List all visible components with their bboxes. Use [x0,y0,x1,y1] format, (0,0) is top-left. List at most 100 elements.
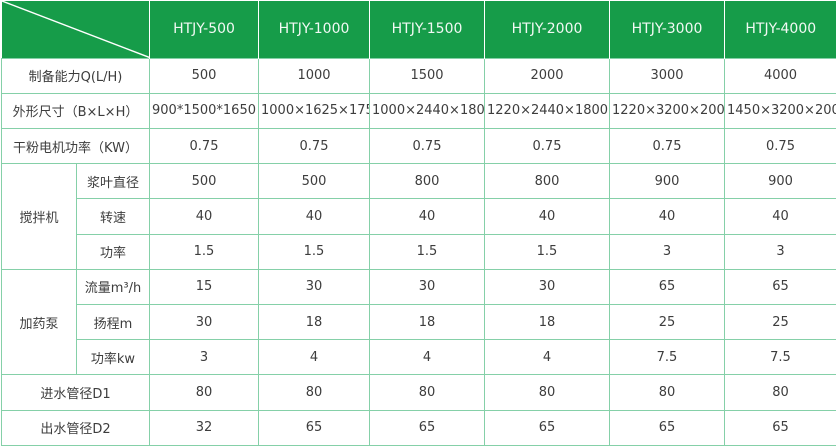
spec-value-cell: 1.5 [149,233,259,270]
spec-table-body: 制备能力Q(L/H) 500 1000 1500 2000 3000 4000 … [1,57,836,447]
spec-value-cell: 3 [724,233,836,270]
spec-value-cell: 1.5 [369,233,485,270]
spec-subrow-label: 流量m³/h [76,268,150,306]
group-label-dosing-pump: 加药泵 [1,268,77,376]
spec-value-cell: 3000 [609,57,725,94]
spec-value-cell: 15 [149,268,259,306]
spec-value-cell: 80 [149,374,259,411]
model-column-header: HTJY-1000 [258,1,370,58]
spec-value-cell: 500 [258,163,370,200]
spec-subrow-label: 功率 [76,233,150,270]
spec-value-cell: 1220×3200×2000 [609,92,725,129]
spec-value-cell: 2000 [484,57,610,94]
spec-value-cell: 7.5 [609,339,725,376]
spec-value-cell: 18 [484,304,610,341]
spec-value-cell: 1.5 [484,233,610,270]
table-row-capacity: 制备能力Q(L/H) 500 1000 1500 2000 3000 4000 [1,57,836,94]
spec-value-cell: 1500 [369,57,485,94]
spec-value-cell: 0.75 [724,127,836,165]
header-row: HTJY-500 HTJY-1000 HTJY-1500 HTJY-2000 H… [1,1,836,58]
spec-subrow-label: 浆叶直径 [76,163,150,200]
model-column-header: HTJY-1500 [369,1,485,58]
spec-value-cell: 65 [609,409,725,447]
spec-value-cell: 4 [484,339,610,376]
spec-value-cell: 18 [258,304,370,341]
spec-row-label: 外形尺寸（B×L×H） [1,92,150,129]
spec-value-cell: 65 [484,409,610,447]
spec-value-cell: 3 [149,339,259,376]
spec-value-cell: 0.75 [258,127,370,165]
spec-value-cell: 1220×2440×1800 [484,92,610,129]
spec-row-label: 制备能力Q(L/H) [1,57,150,94]
spec-value-cell: 80 [484,374,610,411]
spec-value-cell: 4 [258,339,370,376]
spec-value-cell: 1000×2440×1800 [369,92,485,129]
spec-value-cell: 30 [369,268,485,306]
model-column-header: HTJY-2000 [484,1,610,58]
model-column-header: HTJY-4000 [724,1,836,58]
spec-value-cell: 0.75 [609,127,725,165]
spec-value-cell: 40 [484,198,610,235]
spec-value-cell: 40 [149,198,259,235]
spec-value-cell: 1000 [258,57,370,94]
spec-value-cell: 40 [609,198,725,235]
spec-row-label: 干粉电机功率（KW） [1,127,150,165]
table-row-blade-diameter: 搅拌机 浆叶直径 500 500 800 800 900 900 [1,163,836,270]
spec-value-cell: 30 [258,268,370,306]
spec-subrow-label: 功率kw [76,339,150,376]
spec-value-cell: 80 [258,374,370,411]
spec-value-cell: 0.75 [484,127,610,165]
spec-value-cell: 80 [609,374,725,411]
spec-value-cell: 65 [724,268,836,306]
spec-value-cell: 500 [149,57,259,94]
spec-value-cell: 40 [369,198,485,235]
spec-value-cell: 500 [149,163,259,200]
spec-value-cell: 1450×3200×2000 [724,92,836,129]
spec-value-cell: 65 [369,409,485,447]
spec-value-cell: 800 [484,163,610,200]
spec-value-cell: 0.75 [369,127,485,165]
diagonal-header-cell [1,1,150,58]
spec-value-cell: 7.5 [724,339,836,376]
spec-value-cell: 1.5 [258,233,370,270]
spec-value-cell: 800 [369,163,485,200]
spec-value-cell: 18 [369,304,485,341]
spec-value-cell: 80 [369,374,485,411]
spec-value-cell: 80 [724,374,836,411]
spec-value-cell: 1000×1625×1750 [258,92,370,129]
table-row-pump-power: 功率kw 3 4 4 4 7.5 7.5 [2,339,836,376]
table-row-pump-head: 扬程m 30 18 18 18 25 25 [2,304,836,341]
spec-row-label: 出水管径D2 [1,409,150,447]
spec-value-cell: 30 [484,268,610,306]
spec-value-cell: 65 [724,409,836,447]
table-row-rotation-speed: 转速 40 40 40 40 40 40 [2,198,836,235]
spec-subrow-label: 扬程m [76,304,150,341]
spec-table-header: HTJY-500 HTJY-1000 HTJY-1500 HTJY-2000 H… [1,1,836,58]
spec-value-cell: 65 [258,409,370,447]
table-row-dimensions: 外形尺寸（B×L×H） 900*1500*1650 1000×1625×1750… [1,92,836,129]
group-label-mixer: 搅拌机 [1,163,77,270]
spec-subrow-label: 转速 [76,198,150,235]
spec-value-cell: 65 [609,268,725,306]
table-row-flow-rate: 加药泵 流量m³/h 15 30 30 30 65 65 [1,268,836,376]
table-row-mixer-power: 功率 1.5 1.5 1.5 1.5 3 3 [2,233,836,270]
spec-value-cell: 3 [609,233,725,270]
table-row-inlet-pipe: 进水管径D1 80 80 80 80 80 80 [1,374,836,411]
spec-value-cell: 4000 [724,57,836,94]
spec-value-cell: 25 [609,304,725,341]
spec-value-cell: 32 [149,409,259,447]
spec-value-cell: 0.75 [149,127,259,165]
model-column-header: HTJY-3000 [609,1,725,58]
table-row-outlet-pipe: 出水管径D2 32 65 65 65 65 65 [1,409,836,447]
model-column-header: HTJY-500 [149,1,259,58]
spec-value-cell: 4 [369,339,485,376]
spec-value-cell: 30 [149,304,259,341]
spec-value-cell: 900 [609,163,725,200]
diagonal-line-icon [2,1,150,58]
spec-row-label: 进水管径D1 [1,374,150,411]
spec-value-cell: 900 [724,163,836,200]
table-row-dry-powder-motor: 干粉电机功率（KW） 0.75 0.75 0.75 0.75 0.75 0.75 [1,127,836,165]
spec-value-cell: 25 [724,304,836,341]
